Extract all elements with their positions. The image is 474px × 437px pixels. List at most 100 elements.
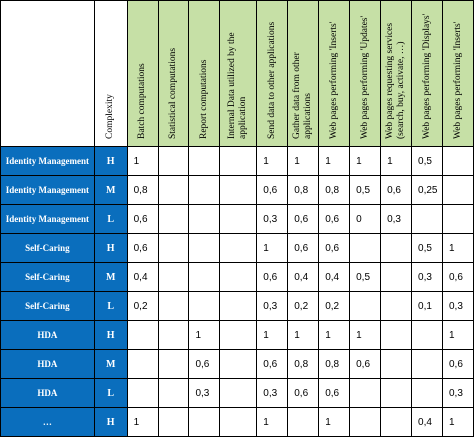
table-cell: 1 <box>256 407 289 437</box>
table-cell: 1 <box>441 407 474 437</box>
table-cell: 0,6 <box>318 204 351 234</box>
table-cell: 0,2 <box>318 291 351 321</box>
table-cell <box>157 175 190 205</box>
table-row: Self-Caring M 0,4 0,6 0,4 0,4 0,5 0,3 0,6 <box>0 262 474 292</box>
table-row: HDA L 0,3 0,3 0,6 0,6 0,3 <box>0 378 474 408</box>
table-cell: 0,4 <box>411 407 443 437</box>
column-header-label: Internal Data utilized by the applicatio… <box>227 31 249 139</box>
table-cell: 0,6 <box>188 349 221 379</box>
complexity-header-label: Complexity <box>105 93 116 139</box>
table-cell: 1 <box>126 146 159 176</box>
column-header: Report computations <box>188 0 221 147</box>
column-header: Web pages performing 'Inserts' <box>318 0 351 147</box>
table-cell <box>157 378 190 408</box>
table-cell <box>349 378 382 408</box>
table-row: Self-Caring H 0,6 1 0,6 0,6 0,5 1 <box>0 233 474 263</box>
table-cell: 0,5 <box>349 262 382 292</box>
column-header: Web pages requesting services (search, b… <box>380 0 413 147</box>
table-cell <box>157 407 190 437</box>
table-cell <box>380 407 413 437</box>
table-cell: 0,5 <box>411 146 443 176</box>
table-cell: 0,3 <box>188 378 221 408</box>
table-cell <box>380 262 413 292</box>
table-row: HDA M 0,6 0,6 0,8 0,8 0,6 0,6 <box>0 349 474 379</box>
table-cell: 1 <box>318 146 351 176</box>
table-cell <box>411 204 443 234</box>
column-header-label: Web pages performing 'Inserts' <box>328 21 339 139</box>
table-cell: 0,3 <box>256 204 289 234</box>
table-cell <box>126 378 159 408</box>
table-cell: 0,6 <box>441 349 474 379</box>
table-cell <box>380 320 413 350</box>
table-cell <box>188 407 221 437</box>
table-cell <box>219 175 258 205</box>
table-cell <box>188 204 221 234</box>
table-cell: 1 <box>318 407 351 437</box>
table-row: Identity Management L 0,6 0,3 0,6 0,6 0 0,3 <box>0 204 474 234</box>
table-cell: 1 <box>441 320 474 350</box>
table-cell: 0,4 <box>318 262 351 292</box>
table-cell <box>349 233 382 263</box>
table-cell <box>219 320 258 350</box>
table-cell: 1 <box>126 407 159 437</box>
table-cell: 0,6 <box>287 378 320 408</box>
column-header: Statistical computations <box>157 0 190 147</box>
table-body: Identity Management H 1 1 1 1 1 1 0,5 Identity Ma… <box>0 146 474 437</box>
table-cell: 1 <box>380 146 413 176</box>
table-cell: 0,4 <box>287 262 320 292</box>
table-row: … H 1 1 1 0,4 1 <box>0 407 474 437</box>
table-row: Self-Caring L 0,2 0,3 0,2 0,2 0,1 0,3 <box>0 291 474 321</box>
row-complexity-label: M <box>93 175 128 205</box>
column-header-label: Send data to other applications <box>266 21 277 139</box>
table-cell: 1 <box>256 146 289 176</box>
row-group-label: Identity Management <box>0 146 95 176</box>
row-complexity-label: M <box>93 262 128 292</box>
table-cell <box>219 262 258 292</box>
table-cell: 0,3 <box>441 378 474 408</box>
table-cell <box>441 146 474 176</box>
table-cell: 1 <box>256 320 289 350</box>
table-cell <box>126 349 159 379</box>
column-header-label: Web pages performing 'Inserts' <box>452 21 463 139</box>
row-group-label: … <box>0 407 95 437</box>
row-complexity-label: L <box>93 378 128 408</box>
column-header: Gather data from other applications <box>287 0 320 147</box>
table-cell: 0,5 <box>411 233 443 263</box>
table-cell <box>126 320 159 350</box>
table-cell <box>380 349 413 379</box>
table-cell <box>380 378 413 408</box>
column-header: Web pages performing 'Displays' <box>411 0 443 147</box>
column-header: Batch computations <box>126 0 159 147</box>
table-cell: 0,6 <box>441 262 474 292</box>
table-cell: 0,6 <box>256 349 289 379</box>
table-cell <box>157 233 190 263</box>
complexity-header: Complexity <box>93 0 128 147</box>
table-cell <box>219 233 258 263</box>
table-cell <box>188 146 221 176</box>
column-header-label: Statistical computations <box>168 47 179 139</box>
column-header: Send data to other applications <box>256 0 289 147</box>
table-cell: 0,6 <box>318 233 351 263</box>
table-cell: 1 <box>287 320 320 350</box>
column-header: Internal Data utilized by the applicatio… <box>219 0 258 147</box>
table-cell <box>188 233 221 263</box>
table-cell <box>157 291 190 321</box>
table-cell: 0,8 <box>287 349 320 379</box>
table-cell <box>157 262 190 292</box>
row-complexity-label: L <box>93 291 128 321</box>
table-cell: 0,3 <box>256 291 289 321</box>
table-cell: 1 <box>441 233 474 263</box>
table-cell <box>411 320 443 350</box>
row-complexity-label: M <box>93 349 128 379</box>
table-cell <box>188 291 221 321</box>
table-cell <box>380 291 413 321</box>
table-cell: 0,2 <box>126 291 159 321</box>
table-cell: 0,3 <box>411 262 443 292</box>
table-cell: 1 <box>256 233 289 263</box>
table-cell: 0,6 <box>318 378 351 408</box>
table-cell: 0,8 <box>318 175 351 205</box>
table-cell <box>219 204 258 234</box>
table-cell <box>441 204 474 234</box>
table-cell: 0 <box>349 204 382 234</box>
